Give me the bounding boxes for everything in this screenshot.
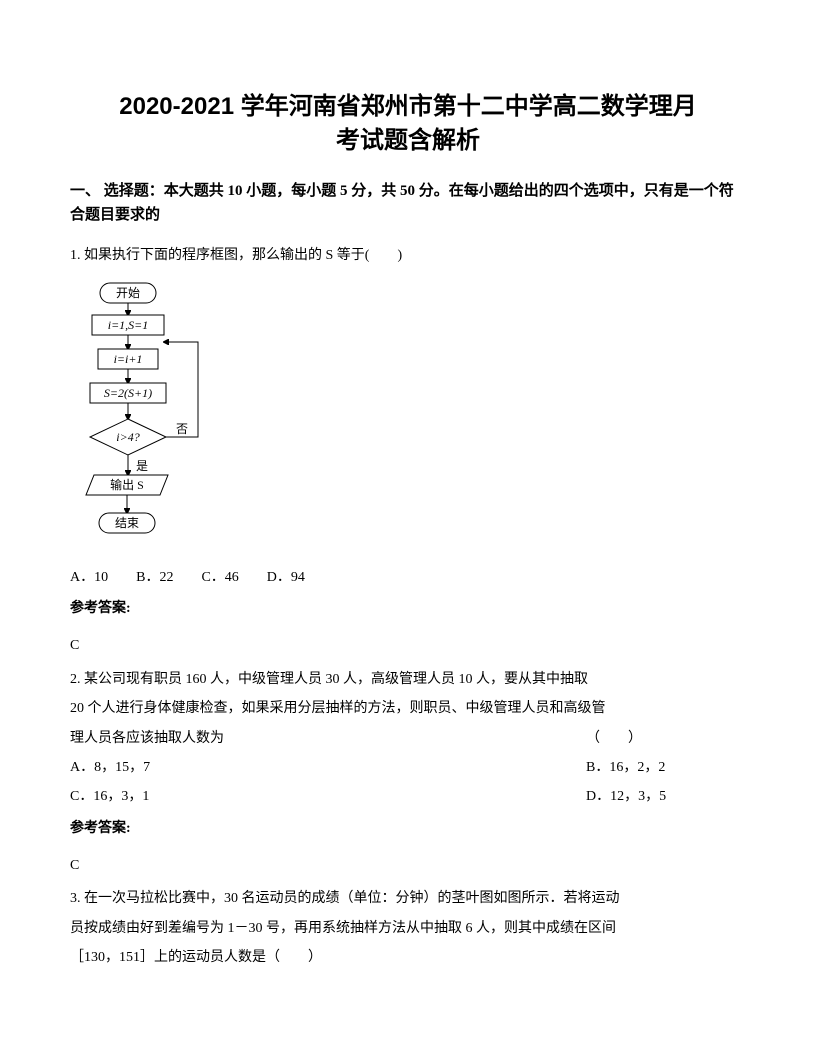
flow-cond: i>4?	[116, 429, 139, 443]
flow-no: 否	[176, 421, 188, 435]
flow-start: 开始	[116, 285, 140, 299]
title-line-2: 考试题含解析	[70, 124, 746, 158]
q2-answer: C	[70, 851, 746, 880]
q1-answer-label: 参考答案:	[70, 594, 746, 623]
flow-incr: i=i+1	[114, 351, 143, 365]
q2-optC: C．16，3，1	[70, 782, 586, 811]
section-1-heading: 一、 选择题：本大题共 10 小题，每小题 5 分，共 50 分。在每小题给出的…	[70, 179, 746, 227]
q3-stem-line3: ［130，151］上的运动员人数是（ ）	[70, 943, 746, 972]
q2-optA: A．8，15，7	[70, 753, 586, 782]
flow-yes: 是	[136, 458, 148, 472]
q2-options-row1: A．8，15，7 B．16，2，2	[70, 753, 746, 782]
q2-stem-line3: 理人员各应该抽取人数为 （ ）	[70, 724, 746, 753]
q2-optB: B．16，2，2	[586, 753, 746, 782]
q2-stem-line2: 20 个人进行身体健康检查，如果采用分层抽样的方法，则职员、中级管理人员和高级管	[70, 694, 746, 723]
flowchart-svg: 开始 i=1,S=1 i=i+1 S=2(S+1) i>4? 否 是	[70, 279, 240, 557]
flow-init: i=1,S=1	[108, 317, 149, 331]
q2-answer-label: 参考答案:	[70, 814, 746, 843]
q2-stem-line3-left: 理人员各应该抽取人数为	[70, 724, 586, 753]
q2-optD: D．12，3，5	[586, 782, 746, 811]
q1-stem: 1. 如果执行下面的程序框图，那么输出的 S 等于( )	[70, 241, 746, 270]
q1-flowchart: 开始 i=1,S=1 i=i+1 S=2(S+1) i>4? 否 是	[70, 279, 746, 557]
q2-stem-line3-right: （ ）	[586, 724, 746, 753]
q2-stem-line1: 2. 某公司现有职员 160 人，中级管理人员 30 人，高级管理人员 10 人…	[70, 665, 746, 694]
q1-options: A．10 B．22 C．46 D．94	[70, 563, 746, 592]
flow-end: 结束	[115, 515, 139, 529]
q3-stem-line1: 3. 在一次马拉松比赛中，30 名运动员的成绩（单位：分钟）的茎叶图如图所示．若…	[70, 884, 746, 913]
flow-upd: S=2(S+1)	[104, 385, 152, 399]
title-line-1: 2020-2021 学年河南省郑州市第十二中学高二数学理月	[70, 90, 746, 124]
q2-options-row2: C．16，3，1 D．12，3，5	[70, 782, 746, 811]
page-title: 2020-2021 学年河南省郑州市第十二中学高二数学理月 考试题含解析	[70, 90, 746, 157]
exam-page: 2020-2021 学年河南省郑州市第十二中学高二数学理月 考试题含解析 一、 …	[0, 0, 816, 973]
q3-stem-line2: 员按成绩由好到差编号为 1－30 号，再用系统抽样方法从中抽取 6 人，则其中成…	[70, 914, 746, 943]
flow-out: 输出 S	[110, 476, 144, 491]
q1-answer: C	[70, 631, 746, 660]
